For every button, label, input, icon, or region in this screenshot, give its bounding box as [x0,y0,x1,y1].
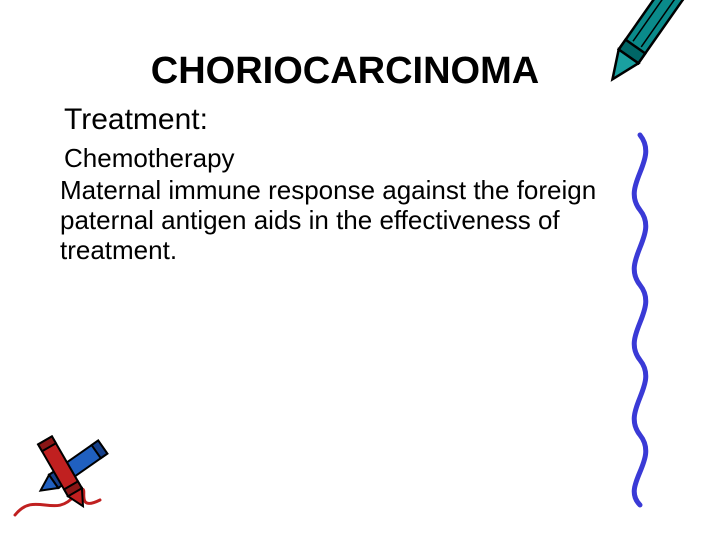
crayon-top-icon [580,0,700,140]
slide-title: CHORIOCARCINOMA [80,50,610,93]
treatment-line: Chemotherapy [64,143,610,174]
crayons-bottom-icon [10,420,160,530]
squiggle-icon [610,130,670,510]
subheading: Treatment: [64,103,610,137]
body-paragraph: Maternal immune response against the for… [60,176,610,266]
